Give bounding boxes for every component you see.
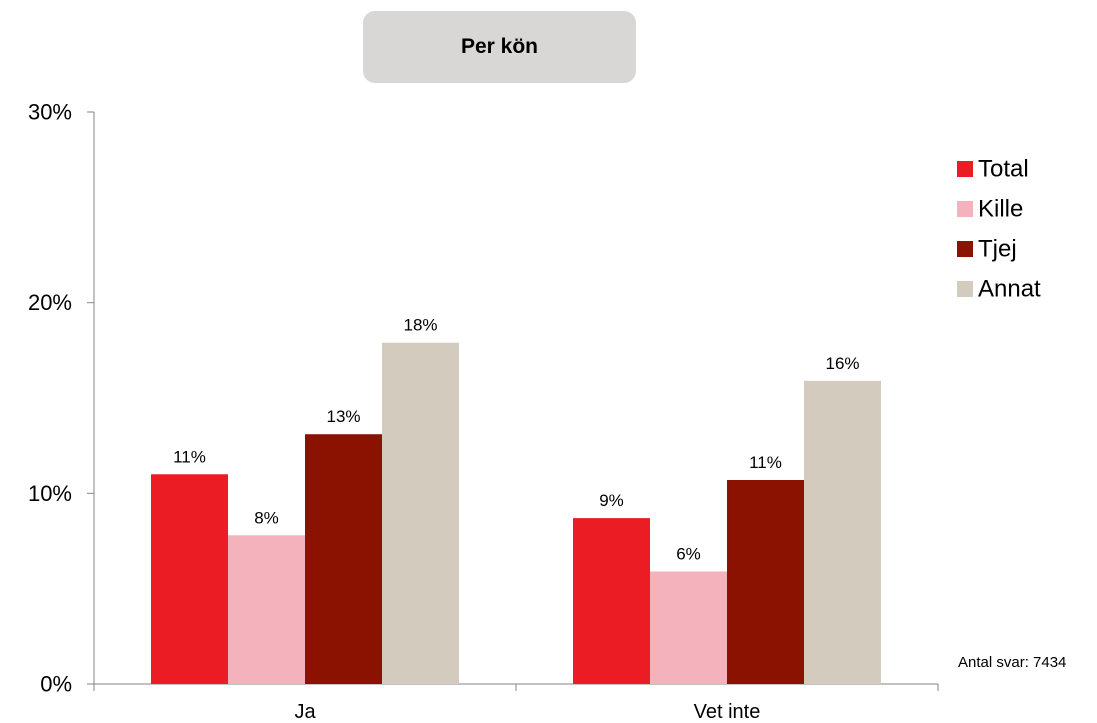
bar-tjej bbox=[727, 479, 804, 684]
legend-swatch-annat bbox=[957, 281, 973, 297]
bar-kille bbox=[650, 571, 727, 684]
chart-title: Per kön bbox=[460, 35, 539, 58]
response-count-note: Antal svar: 7434 bbox=[958, 654, 1067, 671]
legend-label: Total bbox=[978, 156, 1029, 183]
legend-label: Tjej bbox=[978, 236, 1017, 263]
bar-tjej bbox=[305, 434, 382, 684]
x-category-label: Ja bbox=[294, 701, 316, 723]
data-label: 9% bbox=[599, 491, 624, 510]
legend-swatch-total bbox=[957, 161, 973, 177]
bar-annat bbox=[804, 380, 881, 684]
legend-label: Annat bbox=[978, 276, 1041, 303]
y-tick-label: 20% bbox=[28, 290, 72, 315]
legend-label: Kille bbox=[978, 196, 1023, 223]
y-tick-label: 30% bbox=[28, 100, 72, 125]
y-tick-label: 0% bbox=[40, 672, 72, 697]
data-label: 11% bbox=[749, 453, 782, 472]
data-label: 16% bbox=[825, 354, 859, 373]
x-category-label: Vet inte bbox=[694, 701, 761, 723]
data-label: 6% bbox=[676, 545, 701, 564]
legend-swatch-tjej bbox=[957, 241, 973, 257]
chart-title-box: Per kön bbox=[363, 11, 636, 83]
data-label: 13% bbox=[326, 407, 360, 426]
data-label: 11% bbox=[173, 447, 206, 466]
legend-swatch-kille bbox=[957, 201, 973, 217]
bar-total bbox=[151, 474, 228, 684]
data-label: 18% bbox=[403, 316, 437, 335]
y-tick-label: 10% bbox=[28, 481, 72, 506]
data-label: 8% bbox=[254, 508, 279, 527]
bar-total bbox=[573, 518, 650, 684]
bar-kille bbox=[228, 535, 305, 684]
bar-annat bbox=[382, 342, 459, 684]
